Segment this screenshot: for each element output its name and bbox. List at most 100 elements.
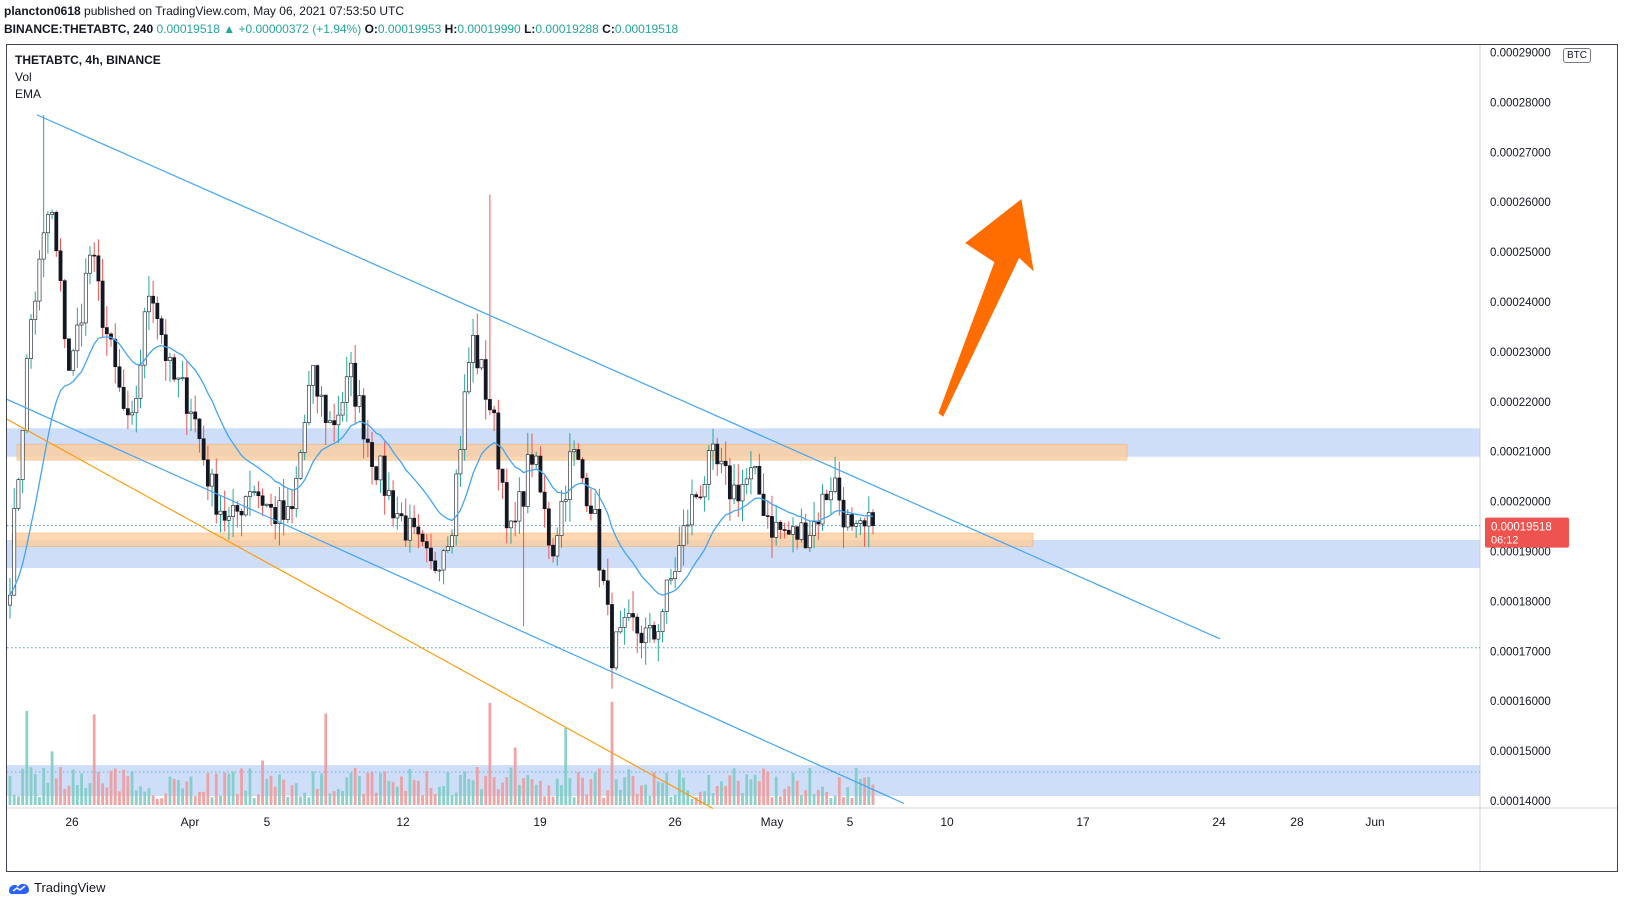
candle-body: [656, 631, 661, 640]
volume-bar: [724, 785, 728, 805]
volume-bar: [539, 780, 542, 805]
candle-body: [723, 460, 728, 467]
candle-body: [576, 449, 581, 460]
candle-body: [475, 335, 480, 369]
volume-bar: [17, 796, 20, 805]
x-tick-label: 10: [940, 815, 954, 829]
volume-bar: [113, 768, 117, 805]
volume-bar: [442, 786, 446, 805]
volume-bar: [644, 784, 648, 805]
candle-body: [862, 520, 867, 527]
candle-body: [412, 517, 417, 528]
candle-body: [517, 491, 522, 522]
currency-badge[interactable]: BTC: [1563, 48, 1591, 63]
candle-body: [866, 512, 871, 527]
change-value: +0.00000372 (+1.94%): [238, 22, 362, 36]
candle-body: [248, 491, 252, 497]
candle-body: [542, 491, 547, 510]
candle-body: [626, 613, 631, 618]
volume-bar: [231, 771, 235, 805]
volume-bar: [109, 770, 113, 805]
candle-body: [795, 526, 800, 540]
volume-bar: [46, 782, 50, 805]
volume-bar: [522, 778, 525, 805]
candle-body: [193, 411, 198, 420]
candle-body: [382, 455, 387, 496]
candle-body: [168, 357, 172, 361]
y-tick-label: 0.00026000: [1490, 197, 1551, 209]
volume-bar: [122, 769, 126, 805]
up-arrow-icon: [938, 199, 1034, 417]
candle-body: [871, 512, 875, 526]
volume-bar: [682, 777, 685, 805]
candle-body: [285, 506, 290, 520]
volume-bar: [560, 785, 563, 805]
volume-bar: [858, 778, 862, 805]
candle-body: [239, 511, 244, 516]
y-tick-label: 0.00018000: [1490, 596, 1551, 608]
volume-bar: [496, 789, 500, 805]
x-tick-label: 28: [1290, 815, 1304, 829]
candle-body: [525, 454, 530, 507]
volume-bar: [155, 798, 159, 805]
candle-body: [41, 232, 46, 260]
volume-bar: [273, 786, 277, 805]
candle-body: [227, 516, 231, 521]
volume-bar: [126, 776, 130, 805]
candle-body: [479, 359, 484, 369]
volume-bar: [467, 779, 471, 805]
channel-lower-line: [7, 398, 905, 805]
volume-bar: [471, 780, 475, 805]
candle-body: [130, 412, 134, 416]
candle-body: [235, 505, 240, 512]
candle-body: [483, 359, 488, 400]
candle-body: [774, 521, 779, 538]
volume-bar: [400, 776, 403, 805]
volume-bar: [517, 784, 521, 805]
volume-bar: [576, 772, 580, 805]
volume-bar: [711, 793, 715, 805]
volume-bar: [488, 702, 492, 805]
volume-bar: [265, 778, 269, 805]
zone-orange: [16, 443, 1128, 461]
candle-body: [715, 443, 720, 465]
candle-body: [782, 529, 787, 531]
candle-body: [92, 254, 97, 257]
candle-body: [513, 520, 518, 523]
volume-bar: [315, 788, 319, 805]
volume-bar: [543, 796, 547, 805]
x-tick-label: 19: [533, 815, 547, 829]
volume-bar: [214, 773, 218, 805]
legend-ema[interactable]: EMA: [15, 87, 42, 101]
candle-body: [155, 302, 160, 320]
y-tick-label: 0.00022000: [1490, 397, 1551, 409]
candle-body: [121, 386, 126, 409]
volume-bar: [513, 747, 517, 805]
candle-body: [58, 250, 63, 281]
volume-bar: [311, 771, 315, 805]
legend-vol[interactable]: Vol: [15, 70, 32, 84]
volume-bar: [812, 793, 816, 805]
support-line: [7, 418, 714, 809]
volume-bar: [143, 791, 147, 805]
candle-body: [222, 510, 227, 521]
volume-bar: [67, 785, 71, 805]
volume-bar: [282, 779, 286, 805]
candle-body: [749, 467, 753, 480]
candle-body: [429, 547, 433, 562]
publisher-name[interactable]: plancton0618: [4, 4, 81, 18]
volume-bar: [244, 790, 248, 805]
volume-bar: [749, 779, 753, 805]
price-chart[interactable]: 26 Apr 5 12 19 26 May 5 10 17 24 28 Jun 0.00014000 0.0…: [7, 45, 1617, 871]
close-value: 0.00019518: [614, 22, 679, 36]
volume-bar: [59, 767, 62, 805]
candle-body: [386, 490, 391, 496]
volume-bar: [833, 795, 837, 805]
candle-body: [445, 546, 450, 551]
volume-bar: [534, 784, 538, 805]
candle-body: [824, 493, 829, 501]
candle-body: [319, 394, 324, 397]
candle-body: [403, 515, 408, 541]
candle-body: [685, 524, 690, 527]
volume-bar: [774, 776, 778, 805]
